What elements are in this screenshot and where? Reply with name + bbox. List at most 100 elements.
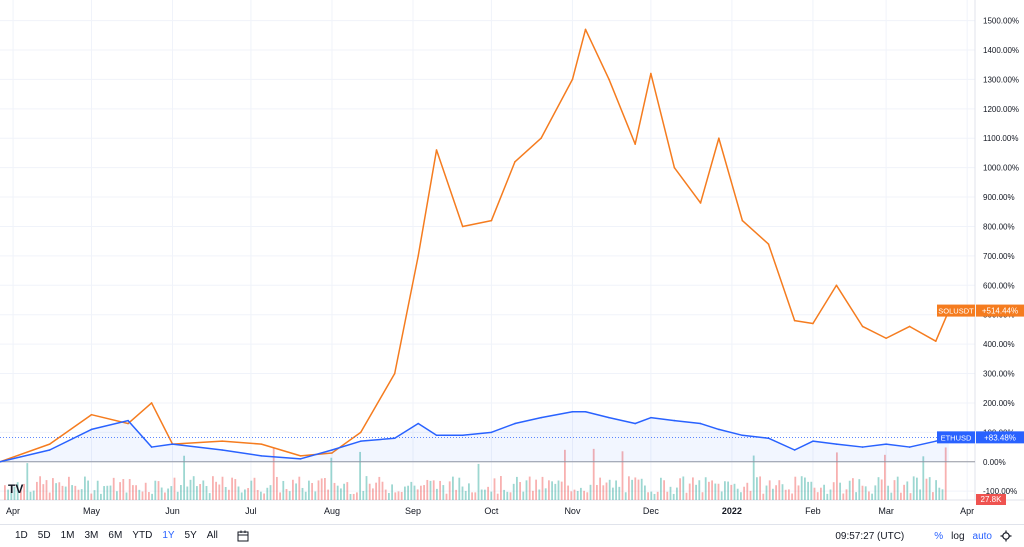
data-point-ethusd [490, 431, 493, 434]
volume-bar [711, 480, 713, 500]
volume-bar [199, 484, 201, 500]
volume-bar [368, 483, 371, 500]
volume-bar [314, 491, 317, 500]
volume-bar [141, 491, 144, 500]
volume-bar [29, 491, 32, 500]
range-btn-1y[interactable]: 1Y [162, 530, 175, 541]
auto-toggle[interactable]: auto [972, 530, 992, 542]
volume-bar [612, 487, 614, 500]
last-value-label: +83.48% [984, 433, 1016, 442]
range-btn-1m[interactable]: 1M [60, 530, 75, 541]
range-btn-6m[interactable]: 6M [108, 530, 123, 541]
data-point-ethusd [359, 440, 362, 442]
volume-bar [48, 492, 51, 500]
volume-bar [708, 481, 710, 500]
volume-bar [634, 477, 637, 500]
range-btn-all[interactable]: All [206, 530, 218, 541]
data-point-ethusd [150, 446, 153, 448]
y-tick-label: 1200.00% [983, 105, 1019, 114]
range-btn-ytd[interactable]: YTD [132, 530, 153, 541]
volume-bar [436, 488, 438, 500]
volume-bar [202, 480, 205, 500]
volume-bar [797, 485, 800, 500]
volume-bar [887, 485, 889, 500]
volume-bar [557, 480, 560, 500]
volume-bar [151, 493, 153, 500]
range-btn-1d[interactable]: 1D [15, 530, 28, 541]
volume-bar [861, 485, 864, 500]
data-point-ethusd [299, 458, 302, 460]
volume-bar [429, 480, 432, 500]
volume-bar [432, 480, 435, 500]
volume-bar [941, 489, 944, 500]
volume-bar [365, 476, 368, 500]
volume-bar [663, 480, 665, 500]
volume-bar [13, 486, 16, 500]
volume-bar [852, 478, 854, 500]
volume-bar [228, 489, 230, 500]
volume-bar [32, 490, 35, 500]
data-point-ethusd [514, 422, 516, 425]
volume-bar [183, 455, 185, 500]
data-point-ethusd [171, 443, 174, 445]
volume-bar [23, 483, 25, 500]
volume-bar [119, 482, 121, 500]
volume-bar [791, 493, 793, 500]
data-point-solusdt [393, 372, 396, 375]
volume-bar [650, 491, 653, 500]
volume-bar [426, 479, 429, 500]
volume-bar [596, 484, 598, 500]
volume-bar [266, 487, 269, 500]
volume-bar [765, 485, 768, 500]
volume-bar [839, 482, 841, 500]
volume-bar [528, 476, 531, 500]
data-point-solusdt [608, 78, 610, 81]
volume-bar [148, 492, 150, 500]
volume-bar [816, 492, 819, 500]
volume-bar [90, 493, 93, 500]
volume-bar [477, 463, 480, 500]
volume-bar [698, 480, 701, 500]
calendar-icon[interactable] [237, 530, 249, 542]
volume-bar [580, 487, 582, 500]
range-btn-5y[interactable]: 5Y [184, 530, 197, 541]
volume-bar [628, 476, 630, 500]
volume-bar [525, 480, 528, 500]
y-tick-label: 900.00% [983, 193, 1015, 202]
volume-bar [823, 484, 825, 500]
volume-bar [208, 493, 211, 500]
log-toggle[interactable]: log [951, 530, 965, 542]
volume-bar [87, 480, 89, 500]
volume-bar [656, 491, 659, 500]
volume-bar [407, 485, 409, 500]
volume-bar [336, 485, 339, 500]
settings-gear-icon[interactable] [1000, 530, 1012, 542]
volume-bar [832, 482, 835, 500]
volume-bar [298, 476, 301, 500]
last-value-badge-solusdt [976, 304, 1024, 317]
volume-bar [746, 482, 749, 500]
data-point-ethusd [90, 428, 93, 431]
range-selector: 1D 5D 1M 3M 6M YTD 1Y 5Y All [0, 530, 223, 541]
range-btn-3m[interactable]: 3M [84, 530, 99, 541]
chart-svg[interactable]: 1500.00% 1400.00% 1300.00% 1200.00% 1100.00%… [0, 0, 1024, 524]
percent-toggle[interactable]: % [934, 530, 944, 542]
volume-bar [842, 493, 845, 500]
data-point-solusdt [699, 202, 702, 204]
volume-bar [807, 481, 809, 500]
volume-bar [516, 476, 518, 500]
volume-bar [701, 492, 704, 500]
y-tick-label: 700.00% [983, 252, 1015, 261]
volume-bar [170, 486, 173, 500]
y-tick-label: 1000.00% [983, 164, 1019, 173]
volume-bar [890, 492, 893, 500]
series-line-ethusd [0, 411, 950, 463]
data-point-solusdt [331, 452, 333, 454]
range-btn-5d[interactable]: 5D [37, 530, 51, 541]
data-point-ethusd [608, 416, 610, 419]
x-tick-label: Apr [6, 506, 20, 516]
volume-bar [157, 481, 160, 500]
data-point-solusdt [540, 137, 542, 140]
data-point-solusdt [634, 143, 636, 145]
